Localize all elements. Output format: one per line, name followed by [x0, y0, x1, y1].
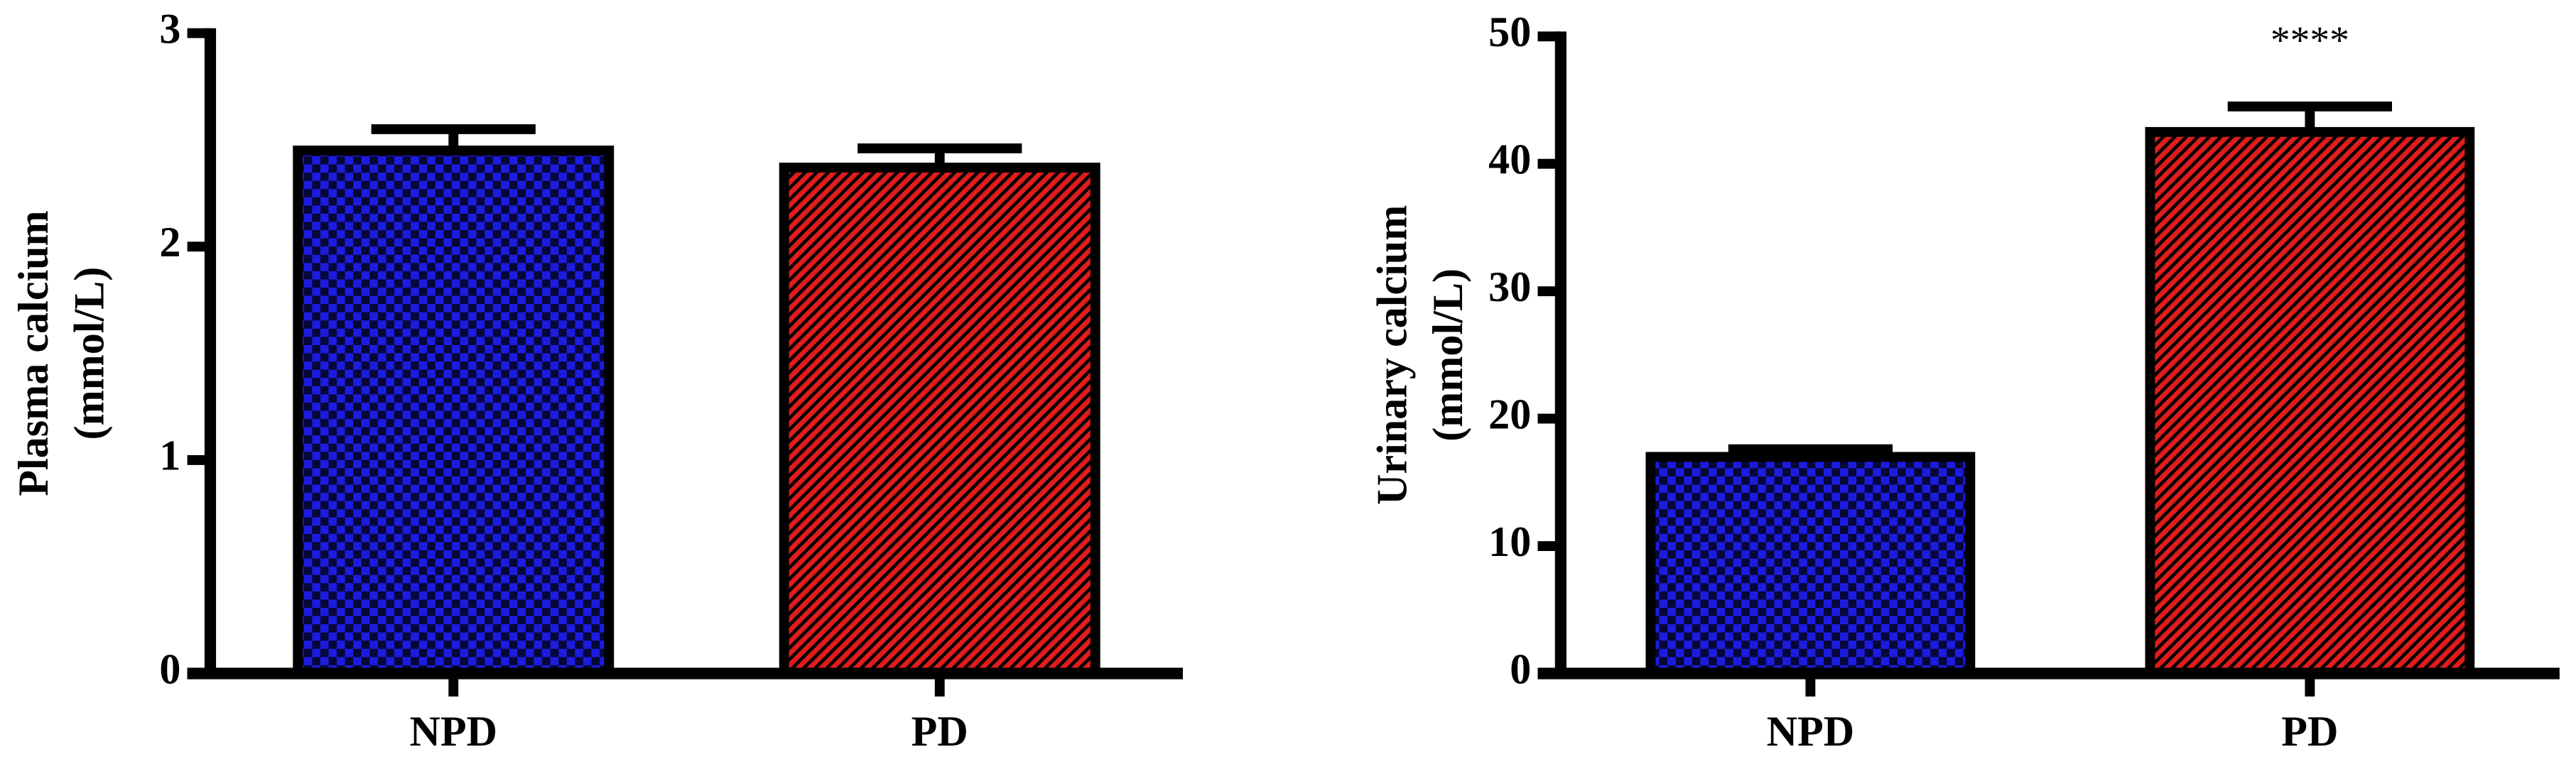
y-axis-label: Urinary calcium — [1368, 205, 1416, 505]
bar — [1645, 452, 1976, 679]
y-tick-label: 1 — [159, 432, 180, 480]
y-axis-label: (mmol/L) — [66, 267, 114, 440]
y-tick-label: 30 — [1488, 263, 1531, 311]
significance-label: **** — [2271, 19, 2349, 62]
bar — [2145, 126, 2475, 679]
y-tick-label: 0 — [159, 645, 180, 693]
bar — [779, 163, 1100, 679]
y-tick-label: 0 — [1510, 645, 1531, 693]
y-tick-label: 2 — [159, 219, 180, 266]
y-tick-label: 50 — [1488, 9, 1531, 56]
y-axis-label: Plasma calcium — [10, 210, 58, 496]
y-tick-label: 40 — [1488, 136, 1531, 183]
x-tick-label: PD — [911, 708, 968, 756]
y-tick-label: 20 — [1488, 391, 1531, 438]
x-tick-label: NPD — [409, 708, 497, 756]
x-tick-label: NPD — [1767, 708, 1855, 756]
bar — [293, 146, 615, 679]
y-tick-label: 10 — [1488, 518, 1531, 566]
x-tick-label: PD — [2281, 708, 2338, 756]
y-axis-label: (mmol/L) — [1424, 268, 1472, 442]
y-tick-label: 3 — [159, 5, 180, 53]
